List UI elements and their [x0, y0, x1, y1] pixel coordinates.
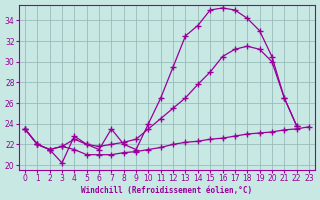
- X-axis label: Windchill (Refroidissement éolien,°C): Windchill (Refroidissement éolien,°C): [81, 186, 252, 195]
